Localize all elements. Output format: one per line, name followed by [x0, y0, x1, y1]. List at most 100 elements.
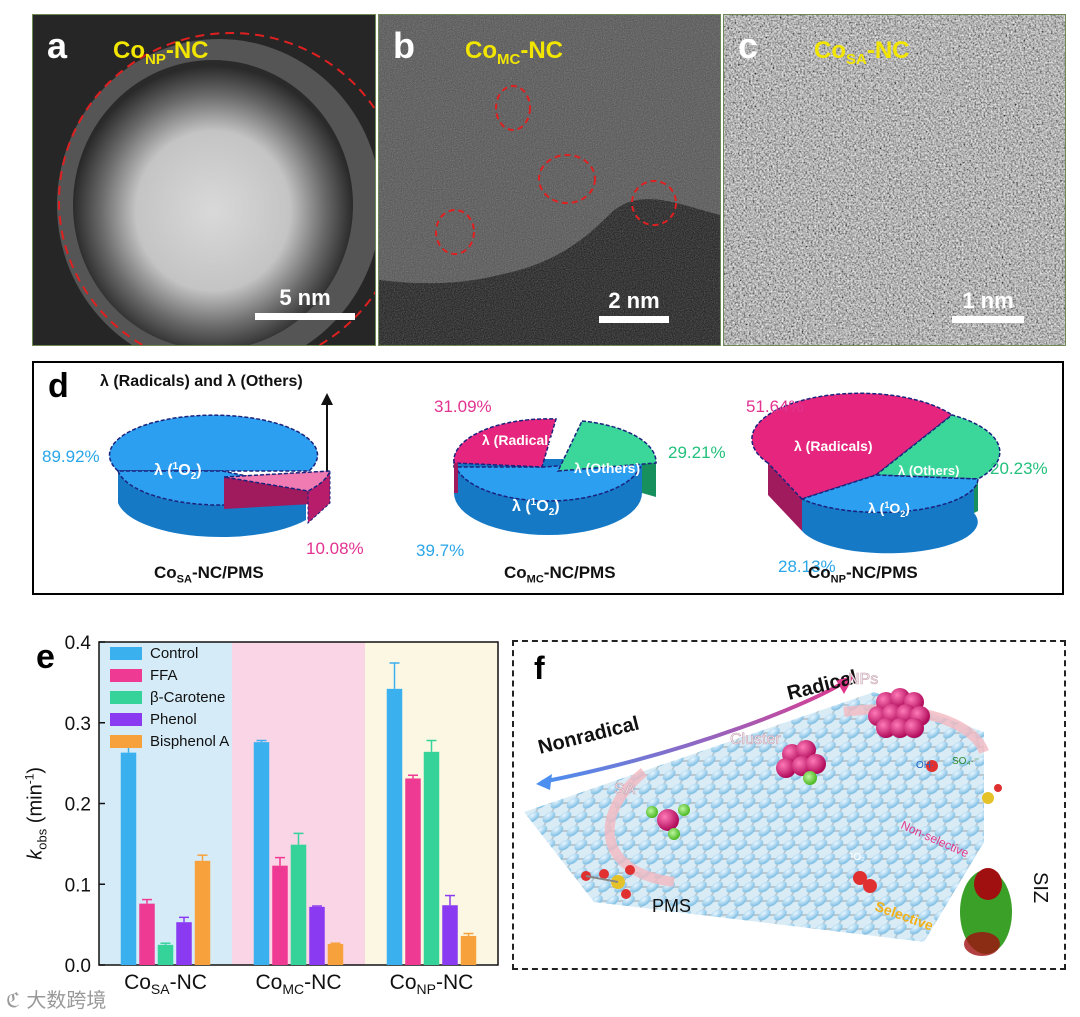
- legend-swatch: [110, 646, 142, 660]
- so4-radical-label: SO₄·⁻: [952, 756, 979, 767]
- legend-swatch: [110, 668, 142, 682]
- pie-co-np-slice-o2: [799, 474, 979, 514]
- co-cluster: [776, 740, 826, 785]
- panel-f-box: Radical Nonradical NPs Cluster SA PMS SI…: [512, 640, 1066, 970]
- x-category-label: CoNP-NC: [389, 971, 474, 998]
- pie-co-mc-label-others: λ (Others): [574, 460, 640, 476]
- pms-label: PMS: [652, 896, 691, 916]
- single-atom-site: [646, 804, 690, 840]
- pie-caption-co-np: CoNP-NC/PMS: [808, 563, 918, 586]
- radical-nonradical-arrow: [541, 680, 846, 784]
- pie-caption-co-sa: CoSA-NC/PMS: [154, 563, 264, 586]
- nonradical-label: Nonradical: [536, 713, 642, 759]
- pie-caption-co-mc: CoMC-NC/PMS: [504, 563, 616, 586]
- pie-co-sa-slice-other: [223, 470, 332, 492]
- y-tick-label: 0.1: [65, 875, 91, 896]
- tem-title-c: CoSA-NC: [814, 37, 910, 68]
- bar-FFA-0: [139, 903, 155, 965]
- tem-image-b: [379, 15, 720, 345]
- bar-Phenol-2: [442, 905, 458, 965]
- x-category-label: CoSA-NC: [124, 971, 207, 998]
- pie-co-mc: λ (Radicals) λ (Others) λ (1O2): [453, 418, 657, 535]
- pct-co-mc-others: 29.21%: [668, 443, 726, 462]
- x-category-label: CoMC-NC: [255, 971, 342, 998]
- bar-Phenol-1: [309, 906, 325, 965]
- pie-co-np-slice-others: [873, 414, 1001, 480]
- siz-label: SIZ: [1029, 872, 1051, 903]
- y-axis-label: kobs (min-1): [22, 766, 50, 860]
- bar-β-Carotene-1: [290, 844, 307, 965]
- pct-co-np-others: 20.23%: [990, 459, 1048, 478]
- y-tick-label: 0.3: [65, 714, 91, 735]
- y-tick-label: 0.2: [65, 795, 91, 816]
- scale-bar-b: 2 nm: [599, 288, 669, 323]
- bar-FFA-2: [405, 778, 421, 965]
- pct-co-mc-o2: 39.7%: [416, 541, 465, 560]
- legend-item: FFA: [110, 664, 229, 686]
- pct-co-mc-radicals: 31.09%: [434, 397, 492, 416]
- tem-panel-c: c CoSA-NC 1 nm: [723, 14, 1066, 346]
- tem-image-a: [33, 15, 375, 345]
- scale-bar-a: 5 nm: [255, 285, 355, 320]
- cluster-label: Cluster: [730, 731, 781, 748]
- pie-charts-svg: λ (1O2) λ (Radicals) λ (Others) λ (1O2) …: [108, 392, 1001, 554]
- legend-item: Control: [110, 642, 229, 664]
- pie-co-np-slice-radicals: [751, 392, 954, 500]
- watermark: ℭ 大数跨境: [6, 988, 107, 1012]
- legend-item: Phenol: [110, 708, 229, 730]
- bar-chart-svg: 0.0 0.1 0.2 0.3 0.4: [65, 633, 499, 977]
- pie-co-mc-slice-o2: [453, 458, 643, 502]
- legend-label: Phenol: [150, 710, 197, 728]
- pct-co-np-radicals: 51.64%: [746, 397, 804, 416]
- legend-item: Bisphenol A: [110, 730, 229, 752]
- bar-Control-0: [120, 752, 137, 965]
- radicals-others-annotation: λ (Radicals) and λ (Others): [100, 373, 303, 390]
- panel-letter-a: a: [47, 25, 68, 66]
- bar-Phenol-0: [176, 922, 192, 965]
- nps-label: NPs: [848, 671, 878, 688]
- y-tick-label: 0.4: [65, 633, 92, 654]
- panel-letter-d: d: [48, 367, 69, 405]
- legend-swatch: [110, 712, 142, 726]
- nanoparticle-cluster: [868, 688, 930, 738]
- legend-label: Control: [150, 644, 199, 662]
- pie-co-np-label-others: λ (Others): [898, 463, 959, 478]
- pct-co-np-o2: 28.13%: [778, 557, 836, 576]
- oh-radical-label: OH·: [916, 760, 934, 771]
- bar-β-Carotene-0: [157, 944, 174, 965]
- tem-title-a: CoNP-NC: [113, 37, 209, 68]
- pie-co-mc-label-o2: λ (1O2): [512, 497, 560, 518]
- y-tick-label: 0.0: [65, 956, 91, 977]
- legend-swatch: [110, 690, 142, 704]
- pie-co-mc-slice-others: [556, 420, 657, 472]
- tem-image-c: [724, 15, 1065, 345]
- legend-item: β-Carotene: [110, 686, 229, 708]
- pie-co-mc-label-radicals: λ (Radicals): [482, 432, 561, 448]
- tem-panel-a: a CoNP-NC 5 nm: [32, 14, 376, 346]
- pie-co-sa: λ (1O2): [108, 414, 332, 538]
- legend-label: Bisphenol A: [150, 732, 230, 750]
- pms-molecule: [581, 865, 635, 899]
- sa-label: SA: [614, 781, 636, 798]
- panel-letter-e: e: [36, 638, 55, 676]
- pct-co-sa-other: 10.08%: [306, 539, 364, 558]
- bar-Bisphenol A-2: [460, 935, 477, 965]
- panel-d-box: d λ (Radicals) and λ (Others) λ (1O2) λ …: [32, 361, 1064, 595]
- selectivity-zone: [960, 868, 1012, 956]
- annotation-arrow-head: [321, 393, 333, 405]
- scale-bar-c: 1 nm: [952, 288, 1024, 323]
- bar-β-Carotene-2: [423, 751, 440, 965]
- pie-co-np-label-o2: λ (1O2): [868, 500, 910, 519]
- panel-letter-f: f: [534, 650, 545, 686]
- pie-co-np: λ (Radicals) λ (Others) λ (1O2): [751, 392, 1001, 554]
- watermark-icon: ℭ: [6, 988, 21, 1012]
- tem-panel-b: b CoMC-NC 2 nm: [378, 14, 721, 346]
- bar-Bisphenol A-1: [327, 944, 344, 965]
- singlet-oxygen-label: ¹O₂: [850, 852, 865, 863]
- bar-chart-legend: Control FFA β-Carotene Phenol Bisphenol A: [110, 642, 229, 752]
- bar-Control-1: [253, 742, 270, 965]
- pie-co-sa-label-o2: λ (1O2): [154, 461, 202, 482]
- bar-Bisphenol A-0: [194, 860, 211, 965]
- pie-co-mc-slice-radicals: [453, 418, 557, 468]
- bar-Control-2: [386, 688, 403, 965]
